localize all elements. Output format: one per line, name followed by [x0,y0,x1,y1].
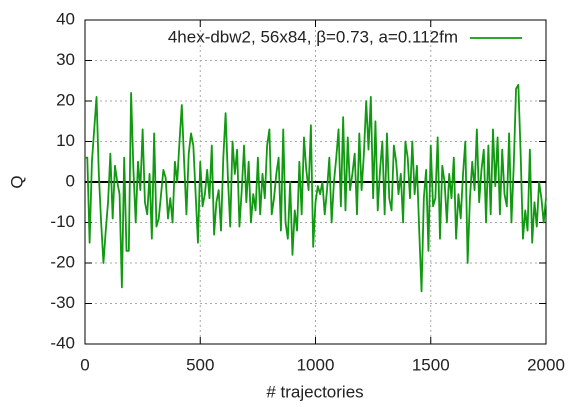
data-line [85,83,547,293]
y-tick-label: 10 [56,131,75,150]
x-axis-title: # trajectories [266,382,363,401]
x-tick-label: 0 [80,355,89,374]
y-tick-label: 20 [56,90,75,109]
y-tick-label: 40 [56,9,75,28]
y-tick-label: -20 [50,252,75,271]
y-tick-label: -10 [50,212,75,231]
x-tick-label: 1000 [297,355,335,374]
y-tick-label: 0 [66,171,75,190]
y-tick-label: 30 [56,50,75,69]
legend-label: 4hex-dbw2, 56x84, β=0.73, a=0.112fm [168,27,458,46]
x-tick-label: 2000 [527,355,565,374]
y-axis-title: Q [7,175,26,188]
x-tick-label: 1500 [412,355,450,374]
y-tick-label: -40 [50,333,75,352]
y-tick-label: -30 [50,293,75,312]
x-tick-label: 500 [186,355,214,374]
